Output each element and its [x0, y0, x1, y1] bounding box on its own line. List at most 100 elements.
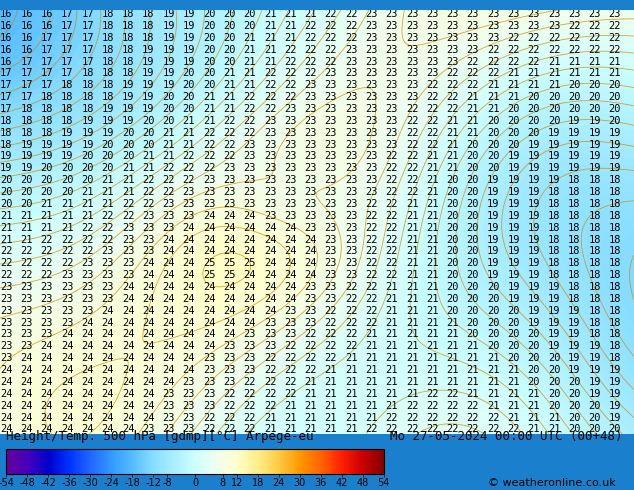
Text: 22: 22: [142, 199, 155, 209]
Text: 21: 21: [548, 80, 560, 90]
Text: 22: 22: [304, 342, 317, 351]
Text: 21: 21: [345, 365, 358, 375]
Text: 23: 23: [162, 401, 175, 411]
Text: 20: 20: [20, 175, 33, 185]
Text: 22: 22: [203, 413, 216, 422]
Text: 19: 19: [572, 343, 587, 360]
Text: 23: 23: [406, 33, 418, 43]
Text: 19: 19: [507, 222, 520, 233]
Text: 23: 23: [284, 128, 297, 138]
Text: 23: 23: [304, 151, 317, 161]
Text: 20: 20: [548, 116, 560, 126]
Text: 23: 23: [284, 104, 297, 114]
Text: 21: 21: [284, 401, 297, 411]
Text: 21: 21: [20, 235, 33, 245]
Text: 24: 24: [122, 365, 134, 375]
Text: 23: 23: [446, 21, 459, 31]
Text: 23: 23: [467, 45, 479, 55]
Text: 22: 22: [243, 413, 256, 422]
Text: 22: 22: [325, 33, 337, 43]
Text: 17: 17: [6, 83, 22, 98]
Text: 20: 20: [223, 45, 236, 55]
Text: 23: 23: [345, 69, 358, 78]
Text: 20: 20: [183, 104, 195, 114]
Text: 24: 24: [162, 282, 175, 292]
Text: 23: 23: [304, 92, 317, 102]
Text: 21: 21: [426, 329, 439, 340]
Text: 21: 21: [345, 424, 358, 435]
Text: 23: 23: [446, 56, 459, 67]
Text: 21: 21: [304, 9, 317, 19]
Text: 20: 20: [467, 306, 479, 316]
Text: 22: 22: [467, 413, 479, 422]
Text: 21: 21: [426, 342, 439, 351]
Text: 18: 18: [588, 175, 601, 185]
Text: 23: 23: [325, 80, 337, 90]
Text: 22: 22: [61, 235, 74, 245]
Text: 23: 23: [20, 306, 33, 316]
Text: 20: 20: [609, 424, 621, 435]
Text: 16: 16: [20, 33, 33, 43]
Text: 24: 24: [81, 413, 94, 422]
Text: 20: 20: [446, 246, 459, 256]
Text: 24: 24: [122, 342, 134, 351]
Text: 22: 22: [426, 116, 439, 126]
Text: 21: 21: [264, 9, 276, 19]
Text: 23: 23: [345, 163, 358, 173]
Text: 23: 23: [0, 329, 13, 340]
Text: 19: 19: [162, 56, 175, 67]
Text: 24: 24: [81, 377, 94, 387]
Text: 17: 17: [81, 45, 94, 55]
Text: 18: 18: [548, 187, 560, 197]
Text: 18: 18: [101, 80, 114, 90]
Text: 20: 20: [41, 163, 53, 173]
Text: 22: 22: [264, 80, 276, 90]
Text: 20: 20: [568, 424, 581, 435]
Text: 21: 21: [365, 365, 378, 375]
Text: 20: 20: [0, 175, 13, 185]
Text: 23: 23: [61, 306, 74, 316]
Text: 19: 19: [162, 69, 175, 78]
Text: 24: 24: [0, 424, 13, 435]
Text: 18: 18: [122, 33, 134, 43]
Text: 21: 21: [406, 199, 418, 209]
Text: 23: 23: [256, 333, 272, 349]
Text: 20: 20: [20, 187, 33, 197]
Text: 23: 23: [385, 104, 398, 114]
Text: 23: 23: [122, 270, 134, 280]
Text: 18: 18: [609, 329, 621, 340]
Text: 19: 19: [527, 258, 540, 268]
Text: 23: 23: [345, 128, 358, 138]
Text: 23: 23: [203, 401, 216, 411]
Text: 21: 21: [264, 56, 276, 67]
Text: 23: 23: [325, 294, 337, 304]
Text: 21: 21: [568, 56, 581, 67]
Text: 17: 17: [20, 69, 33, 78]
Text: 21: 21: [426, 235, 439, 245]
Text: 21: 21: [426, 151, 439, 161]
Text: 22: 22: [406, 163, 418, 173]
Text: 18: 18: [548, 246, 560, 256]
Text: 21: 21: [467, 104, 479, 114]
Text: 23: 23: [467, 9, 479, 19]
Text: 21: 21: [406, 318, 418, 328]
Text: 24: 24: [61, 377, 74, 387]
Text: 21: 21: [345, 401, 358, 411]
Text: 24: 24: [183, 246, 195, 256]
Text: 20: 20: [507, 342, 520, 351]
Text: 21: 21: [243, 56, 256, 67]
Text: 21: 21: [426, 306, 439, 316]
Text: 20: 20: [588, 401, 601, 411]
Text: 20: 20: [548, 353, 560, 363]
Text: 22: 22: [345, 306, 358, 316]
Text: 20: 20: [41, 175, 53, 185]
Text: 18: 18: [609, 306, 621, 316]
Text: 23: 23: [325, 151, 337, 161]
Text: 21: 21: [609, 56, 621, 67]
Text: 19: 19: [507, 282, 520, 292]
Text: 23: 23: [142, 211, 155, 221]
Text: 19: 19: [527, 318, 540, 328]
Text: 21: 21: [385, 294, 398, 304]
Text: 24: 24: [122, 318, 134, 328]
Text: 19: 19: [507, 187, 520, 197]
